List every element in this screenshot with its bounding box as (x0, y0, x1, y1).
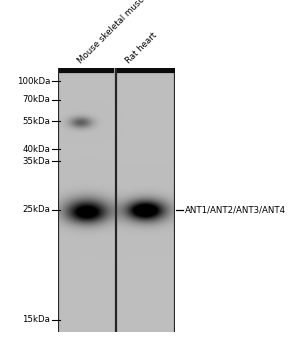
Text: 35kDa: 35kDa (22, 156, 50, 166)
Text: 40kDa: 40kDa (22, 145, 50, 154)
Text: 70kDa: 70kDa (22, 96, 50, 105)
Text: 100kDa: 100kDa (17, 77, 50, 85)
Text: 15kDa: 15kDa (22, 315, 50, 324)
Text: Rat heart: Rat heart (124, 30, 158, 65)
Text: Mouse skeletal muscle: Mouse skeletal muscle (76, 0, 151, 65)
Text: 55kDa: 55kDa (22, 117, 50, 126)
Text: 25kDa: 25kDa (22, 205, 50, 215)
Text: ANT1/ANT2/ANT3/ANT4: ANT1/ANT2/ANT3/ANT4 (185, 205, 286, 215)
